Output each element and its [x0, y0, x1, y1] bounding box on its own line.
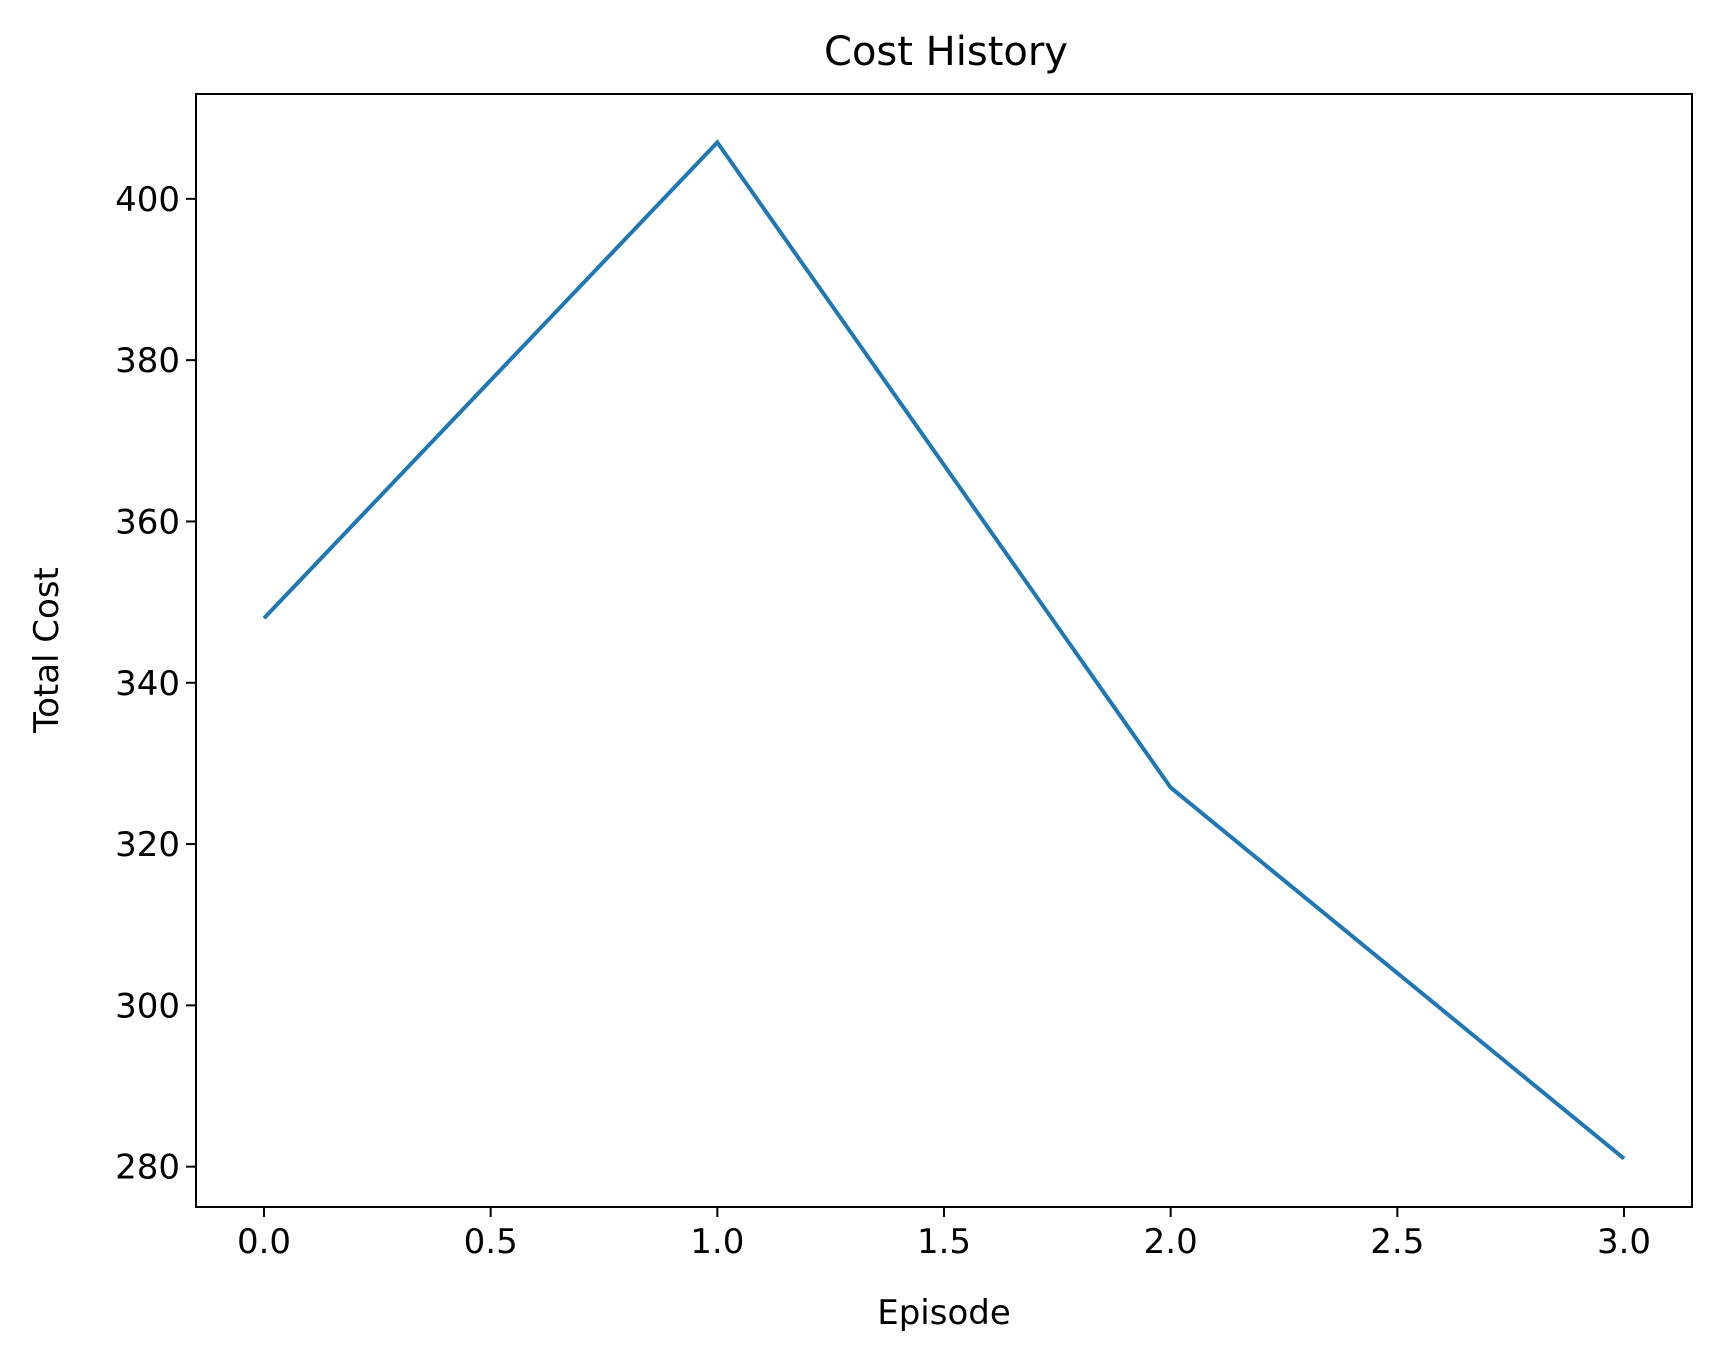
- series-layer: [262, 139, 1626, 1161]
- y-tick-label: 380: [115, 341, 180, 381]
- x-tick-label: 3.0: [1597, 1222, 1651, 1262]
- x-axis-ticks: 0.0 0.5 1.0 1.5 2.0 2.5 3.0: [237, 1207, 1651, 1262]
- x-tick-label: 0.0: [237, 1222, 291, 1262]
- y-tick-label: 400: [115, 180, 180, 220]
- y-tick-label: 360: [115, 502, 180, 542]
- x-axis-label: Episode: [877, 1293, 1011, 1333]
- x-tick-label: 0.5: [464, 1222, 518, 1262]
- chart-title: Cost History: [824, 29, 1068, 75]
- y-tick-label: 280: [115, 1148, 180, 1188]
- y-tick-label: 300: [115, 986, 180, 1026]
- y-axis-label: Total Cost: [27, 567, 67, 734]
- x-tick-label: 2.0: [1144, 1222, 1198, 1262]
- y-axis-ticks: 280 300 320 340 360 380 400: [115, 180, 196, 1188]
- y-tick-label: 340: [115, 664, 180, 704]
- x-tick-label: 2.5: [1370, 1222, 1424, 1262]
- x-tick-label: 1.0: [690, 1222, 744, 1262]
- x-tick-label: 1.5: [917, 1222, 971, 1262]
- y-tick-label: 320: [115, 825, 180, 865]
- series-line: [262, 139, 1626, 1161]
